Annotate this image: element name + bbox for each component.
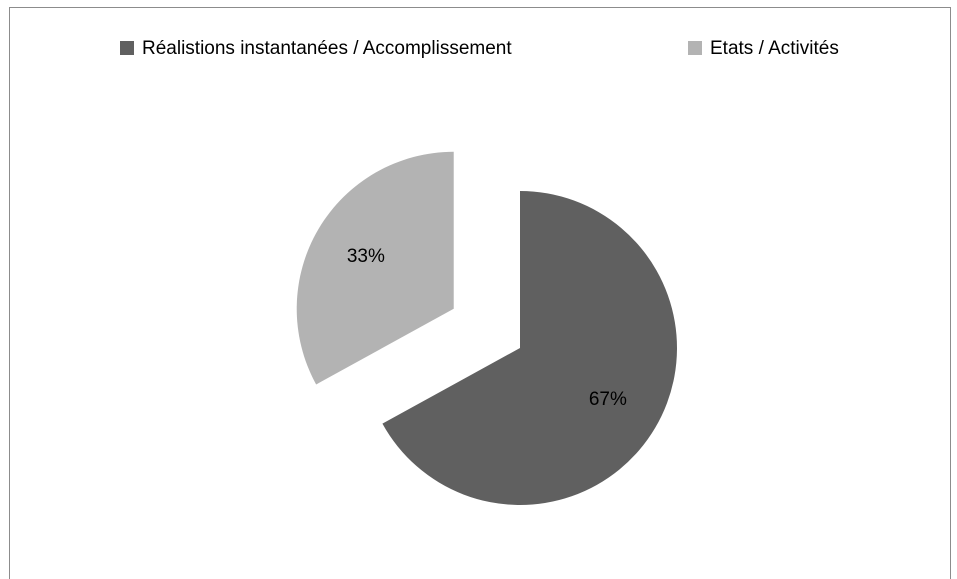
data-label: 33% — [347, 246, 385, 267]
pie-slice — [296, 151, 454, 385]
legend-label: Réalistions instantanées / Accomplisseme… — [142, 38, 512, 59]
legend-label: Etats / Activités — [710, 38, 839, 59]
pie-slice — [382, 191, 677, 505]
data-label: 67% — [589, 389, 627, 410]
legend-swatch — [688, 41, 702, 55]
legend-swatch — [120, 41, 134, 55]
chart-border — [9, 7, 951, 579]
